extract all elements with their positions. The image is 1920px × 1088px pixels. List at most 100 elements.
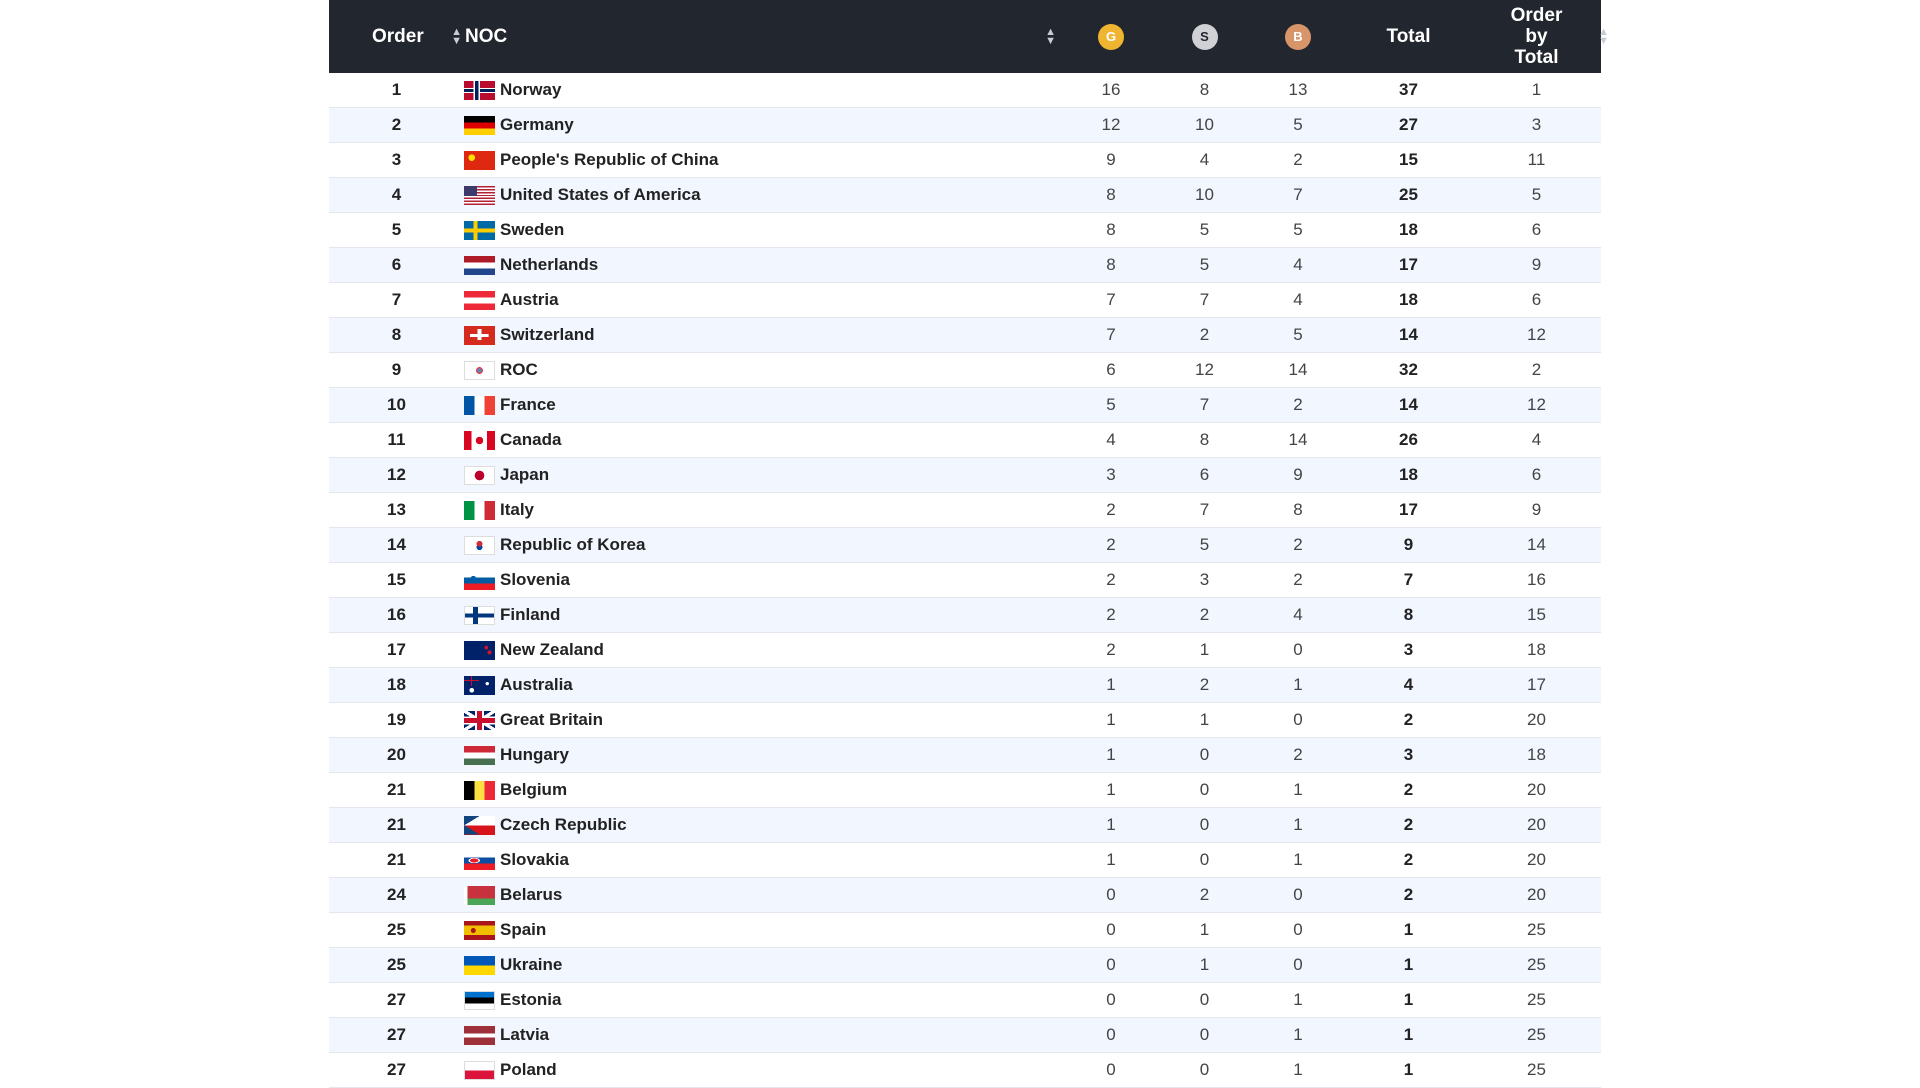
table-row[interactable]: 8 Switzerland 7 2 5 14 12 [329,318,1601,353]
country-name[interactable]: Germany [500,115,574,134]
table-row[interactable]: 20 Hungary 1 0 2 3 18 [329,738,1601,773]
country-name[interactable]: Slovenia [500,570,570,589]
country-name[interactable]: Switzerland [500,325,595,344]
bronze-count: 1 [1293,850,1303,869]
table-row[interactable]: 7 Austria 7 7 4 18 6 [329,283,1601,318]
country-name[interactable]: Sweden [500,220,565,239]
table-row[interactable]: 14 Republic of Korea 2 5 2 9 14 [329,528,1601,563]
country-name[interactable]: Poland [500,1060,557,1079]
sort-icon[interactable]: ▲ ▼ [1045,26,1056,47]
noc-cell[interactable]: Austria [464,283,1064,317]
country-name[interactable]: People's Republic of China [500,150,719,169]
table-row[interactable]: 21 Slovakia 1 0 1 2 20 [329,843,1601,878]
country-name[interactable]: United States of America [500,185,701,204]
country-name[interactable]: Italy [500,500,535,519]
table-row[interactable]: 4 United States of America 8 10 7 25 5 [329,178,1601,213]
noc-cell[interactable]: New Zealand [464,633,1064,667]
bronze-column-header[interactable]: B [1251,0,1345,73]
country-name[interactable]: Netherlands [500,255,599,274]
noc-cell[interactable]: Japan [464,458,1064,492]
noc-cell[interactable]: Hungary [464,738,1064,772]
country-name[interactable]: Belgium [500,780,568,799]
noc-cell[interactable]: ROC [464,353,1064,387]
noc-cell[interactable]: Latvia [464,1018,1064,1052]
country-name[interactable]: Slovakia [500,850,569,869]
noc-cell[interactable]: Spain [464,913,1064,947]
noc-cell[interactable]: Slovakia [464,843,1064,877]
noc-cell[interactable]: Estonia [464,983,1064,1017]
order-column-header[interactable]: Order ▲ ▼ [329,0,464,73]
country-name[interactable]: Japan [500,465,550,484]
gold-column-header[interactable]: G [1064,0,1158,73]
noc-cell[interactable]: Slovenia [464,563,1064,597]
table-row[interactable]: 24 Belarus 0 2 0 2 20 [329,878,1601,913]
country-name[interactable]: Australia [500,675,573,694]
country-name[interactable]: Belarus [500,885,563,904]
country-name[interactable]: Republic of Korea [500,535,646,554]
table-row[interactable]: 6 Netherlands 8 5 4 17 9 [329,248,1601,283]
noc-cell[interactable]: Poland [464,1053,1064,1087]
sort-icon[interactable]: ▲ ▼ [1598,26,1609,47]
table-row[interactable]: 12 Japan 3 6 9 18 6 [329,458,1601,493]
noc-cell[interactable]: Netherlands [464,248,1064,282]
noc-cell[interactable]: Australia [464,668,1064,702]
noc-cell[interactable]: Finland [464,598,1064,632]
noc-cell[interactable]: Norway [464,73,1064,107]
table-row[interactable]: 25 Spain 0 1 0 1 25 [329,913,1601,948]
country-name[interactable]: Estonia [500,990,562,1009]
table-row[interactable]: 27 Poland 0 0 1 1 25 [329,1053,1601,1088]
table-row[interactable]: 1 Norway 16 8 13 37 1 [329,73,1601,108]
noc-cell[interactable]: Italy [464,493,1064,527]
country-name[interactable]: Austria [500,290,559,309]
noc-cell[interactable]: Germany [464,108,1064,142]
table-row[interactable]: 27 Estonia 0 0 1 1 25 [329,983,1601,1018]
table-row[interactable]: 15 Slovenia 2 3 2 7 16 [329,563,1601,598]
gold-count: 12 [1101,115,1121,134]
noc-cell[interactable]: Czech Republic [464,808,1064,842]
silver-column-header[interactable]: S [1158,0,1251,73]
table-row[interactable]: 21 Belgium 1 0 1 2 20 [329,773,1601,808]
table-row[interactable]: 21 Czech Republic 1 0 1 2 20 [329,808,1601,843]
country-name[interactable]: Finland [500,605,561,624]
table-row[interactable]: 27 Latvia 0 0 1 1 25 [329,1018,1601,1053]
noc-cell[interactable]: Canada [464,423,1064,457]
country-name[interactable]: Latvia [500,1025,550,1044]
table-row[interactable]: 25 Ukraine 0 1 0 1 25 [329,948,1601,983]
table-row[interactable]: 3 People's Republic of China 9 4 2 15 11 [329,143,1601,178]
country-name[interactable]: Spain [500,920,547,939]
country-name[interactable]: Czech Republic [500,815,627,834]
table-row[interactable]: 17 New Zealand 2 1 0 3 18 [329,633,1601,668]
table-row[interactable]: 9 ROC 6 12 14 32 2 [329,353,1601,388]
noc-cell[interactable]: Great Britain [464,703,1064,737]
table-row[interactable]: 13 Italy 2 7 8 17 9 [329,493,1601,528]
country-name[interactable]: Ukraine [500,955,563,974]
country-name[interactable]: Canada [500,430,562,449]
table-row[interactable]: 11 Canada 4 8 14 26 4 [329,423,1601,458]
noc-cell[interactable]: Sweden [464,213,1064,247]
noc-cell[interactable]: Ukraine [464,948,1064,982]
sort-icon[interactable]: ▲ ▼ [451,26,462,47]
table-row[interactable]: 18 Australia 1 2 1 4 17 [329,668,1601,703]
noc-cell[interactable]: People's Republic of China [464,143,1064,177]
country-name[interactable]: Great Britain [500,710,603,729]
noc-cell[interactable]: Belgium [464,773,1064,807]
country-name[interactable]: Norway [500,80,562,99]
noc-cell[interactable]: United States of America [464,178,1064,212]
order-by-total-cell: 3 [1531,115,1542,134]
country-name[interactable]: Hungary [500,745,569,764]
noc-cell[interactable]: France [464,388,1064,422]
noc-column-header[interactable]: NOC ▲ ▼ [464,0,1064,73]
table-row[interactable]: 2 Germany 12 10 5 27 3 [329,108,1601,143]
country-name[interactable]: ROC [500,360,538,379]
country-name[interactable]: New Zealand [500,640,604,659]
total-column-header[interactable]: Total [1345,0,1472,73]
table-row[interactable]: 16 Finland 2 2 4 8 15 [329,598,1601,633]
table-row[interactable]: 5 Sweden 8 5 5 18 6 [329,213,1601,248]
noc-cell[interactable]: Belarus [464,878,1064,912]
order-by-total-column-header[interactable]: Order by Total ▲ ▼ [1472,0,1609,73]
country-name[interactable]: France [500,395,556,414]
table-row[interactable]: 10 France 5 7 2 14 12 [329,388,1601,423]
noc-cell[interactable]: Switzerland [464,318,1064,352]
table-row[interactable]: 19 Great Britain 1 1 0 2 20 [329,703,1601,738]
noc-cell[interactable]: Republic of Korea [464,528,1064,562]
